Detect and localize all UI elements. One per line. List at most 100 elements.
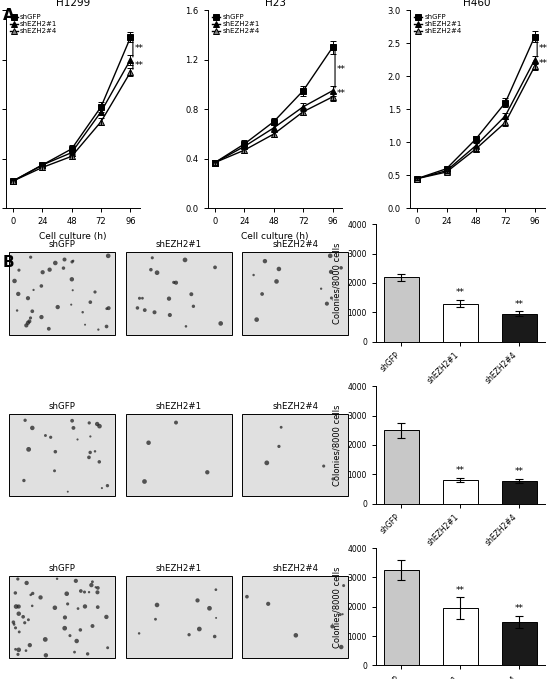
Point — [68, 257, 76, 268]
Text: B: B — [3, 255, 14, 270]
Point — [211, 262, 219, 273]
Point — [14, 649, 23, 660]
Line: shEZH2#4: shEZH2#4 — [10, 69, 133, 184]
shEZH2#1 — [241, 143, 248, 151]
Point — [327, 266, 336, 277]
Point — [185, 629, 194, 640]
Point — [339, 580, 348, 591]
X-axis label: Cell culture (h): Cell culture (h) — [241, 232, 309, 241]
Point — [11, 587, 20, 598]
Point — [102, 304, 111, 314]
Point — [85, 418, 94, 428]
Point — [180, 255, 189, 265]
shGFP — [531, 33, 538, 41]
Point — [91, 287, 100, 297]
Y-axis label: Colonies/8000 cells: Colonies/8000 cells — [333, 566, 342, 648]
Point — [243, 591, 251, 602]
Point — [274, 441, 283, 452]
shGFP — [443, 164, 450, 172]
Title: H460: H460 — [463, 0, 491, 8]
Bar — [125, 414, 232, 496]
shEZH2#4 — [531, 62, 538, 71]
Point — [133, 303, 142, 314]
Text: **: ** — [456, 466, 465, 475]
shEZH2#4 — [472, 145, 479, 153]
Point — [210, 631, 219, 642]
Point — [272, 276, 281, 287]
Point — [103, 642, 112, 653]
Text: **: ** — [515, 300, 524, 309]
Text: **: ** — [539, 58, 548, 67]
shGFP — [241, 140, 248, 148]
Point — [203, 467, 212, 478]
Point — [46, 432, 55, 443]
Point — [76, 625, 85, 636]
Bar — [443, 480, 478, 504]
Point — [14, 289, 23, 299]
Line: shEZH2#1: shEZH2#1 — [212, 88, 336, 165]
Point — [88, 576, 97, 587]
Text: **: ** — [337, 65, 346, 73]
shGFP — [127, 33, 134, 41]
shGFP — [472, 135, 479, 143]
shEZH2#4 — [39, 164, 46, 172]
Line: shGFP: shGFP — [414, 34, 537, 181]
Bar — [384, 570, 419, 665]
Point — [74, 603, 82, 614]
Line: shEZH2#1: shEZH2#1 — [10, 57, 133, 184]
Point — [28, 588, 37, 599]
Legend: shGFP, shEZH2#1, shEZH2#4: shGFP, shEZH2#1, shEZH2#4 — [9, 14, 58, 35]
Point — [14, 265, 23, 276]
Bar — [125, 576, 232, 659]
Point — [277, 422, 285, 433]
Point — [182, 321, 190, 332]
Point — [81, 319, 90, 330]
shGFP — [329, 43, 336, 52]
Point — [152, 600, 161, 610]
Point — [41, 650, 50, 661]
shEZH2#1 — [39, 161, 46, 169]
Point — [102, 321, 111, 332]
Point — [91, 582, 100, 593]
shEZH2#4 — [414, 175, 420, 183]
Point — [97, 483, 106, 494]
Point — [264, 598, 273, 609]
Point — [292, 630, 300, 641]
Point — [29, 285, 38, 295]
Point — [138, 293, 147, 304]
Point — [86, 297, 95, 308]
Point — [15, 627, 24, 638]
Point — [76, 585, 85, 596]
Point — [317, 283, 326, 294]
Line: shGFP: shGFP — [10, 35, 133, 184]
Point — [36, 592, 45, 603]
Point — [172, 277, 180, 288]
Point — [37, 312, 46, 323]
Point — [195, 623, 204, 634]
Point — [94, 602, 102, 612]
shEZH2#4 — [329, 93, 336, 101]
Text: **: ** — [337, 89, 346, 98]
Text: shGFP: shGFP — [48, 240, 75, 249]
Point — [14, 608, 23, 619]
Point — [94, 324, 103, 335]
shEZH2#1 — [212, 158, 218, 166]
Point — [28, 422, 37, 433]
Point — [26, 589, 35, 600]
Point — [104, 303, 113, 314]
Point — [10, 619, 19, 630]
Point — [69, 422, 78, 433]
shEZH2#4 — [443, 168, 450, 176]
Point — [68, 416, 76, 426]
Point — [150, 307, 159, 318]
Text: **: ** — [135, 61, 144, 71]
shEZH2#4 — [9, 177, 16, 185]
Point — [85, 452, 94, 463]
Point — [103, 480, 112, 491]
Point — [25, 640, 34, 650]
Point — [91, 446, 100, 457]
shEZH2#1 — [472, 141, 479, 149]
Point — [78, 307, 87, 318]
Point — [68, 274, 76, 285]
Point — [86, 431, 95, 442]
